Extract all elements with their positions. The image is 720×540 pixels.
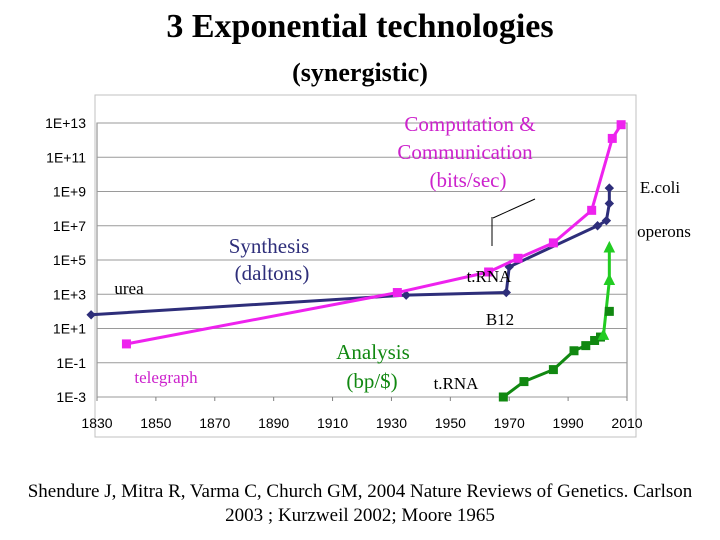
- x-tick-label: 1870: [199, 415, 230, 431]
- label-analysis-line1: Analysis: [336, 340, 410, 364]
- x-tick-label: 1930: [376, 415, 407, 431]
- data-point-4: [604, 306, 614, 316]
- citation-line-2: 2003 ; Kurzweil 2002; Moore 1965: [225, 505, 495, 526]
- data-point-3: [603, 273, 616, 286]
- data-point-0: [401, 290, 411, 300]
- data-point-0: [501, 287, 511, 298]
- label-computation-line1: Computation &: [404, 112, 535, 136]
- label-b12: B12: [486, 310, 514, 329]
- label-urea: urea: [114, 279, 144, 298]
- data-point-1: [548, 238, 558, 248]
- x-tick-label: 1830: [81, 415, 112, 431]
- data-point-2: [569, 346, 579, 356]
- slide-subtitle: (synergistic): [292, 58, 428, 87]
- data-point-0: [604, 198, 615, 209]
- x-tick-label: 2010: [611, 415, 642, 431]
- citation: Shendure J, Mitra R, Varma C, Church GM,…: [0, 480, 720, 528]
- data-point-1: [513, 253, 523, 263]
- y-tick-label: 1E+9: [53, 184, 86, 200]
- label-computation-line2: Communication: [397, 140, 533, 164]
- data-point-1: [484, 267, 494, 277]
- data-point-3: [597, 328, 610, 340]
- label-trna-bottom: t.RNA: [434, 374, 480, 393]
- data-point-2: [548, 365, 558, 375]
- data-point-2: [581, 341, 591, 351]
- y-tick-label: 1E+3: [53, 286, 86, 302]
- data-point-2: [519, 377, 529, 387]
- x-tick-label: 1890: [258, 415, 289, 431]
- data-point-0: [604, 183, 615, 193]
- label-ecoli: E.coli: [640, 178, 680, 197]
- citation-line-1: Shendure J, Mitra R, Varma C, Church GM,…: [27, 481, 693, 502]
- x-tick-label: 1850: [140, 415, 171, 431]
- data-point-0: [86, 310, 96, 320]
- label-analysis-line2: (bp/$): [346, 369, 397, 393]
- y-tick-label: 1E+7: [53, 218, 86, 234]
- y-tick-label: 1E-3: [56, 389, 86, 405]
- x-tick-label: 1970: [494, 415, 525, 431]
- y-tick-label: 1E+11: [46, 149, 86, 165]
- label-operons: operons: [637, 222, 691, 241]
- x-tick-label: 1910: [317, 415, 348, 431]
- data-point-3: [603, 240, 616, 253]
- label-synthesis-line2: (daltons): [235, 261, 310, 285]
- x-tick-label: 1950: [435, 415, 466, 431]
- data-point-2: [498, 392, 508, 402]
- data-point-1: [607, 133, 617, 143]
- data-point-1: [392, 288, 402, 298]
- data-point-1: [121, 339, 131, 349]
- label-trna-top: t.RNA: [467, 267, 513, 286]
- y-tick-label: 1E+5: [53, 252, 86, 268]
- data-point-0: [592, 221, 603, 231]
- label-computation-line3: (bits/sec): [430, 168, 507, 192]
- leader-line-diagonal: [492, 198, 536, 219]
- y-tick-label: 1E-1: [56, 355, 86, 371]
- data-point-0: [601, 215, 612, 226]
- y-tick-label: 1E+13: [45, 115, 86, 131]
- x-tick-label: 1990: [553, 415, 584, 431]
- data-point-1: [616, 120, 626, 130]
- label-synthesis-line1: Synthesis: [229, 234, 310, 258]
- label-telegraph: telegraph: [134, 368, 198, 387]
- slide-title: 3 Exponential technologies: [166, 8, 554, 45]
- series-line-1: [126, 123, 623, 346]
- y-tick-label: 1E+1: [53, 321, 86, 337]
- data-point-1: [587, 205, 597, 215]
